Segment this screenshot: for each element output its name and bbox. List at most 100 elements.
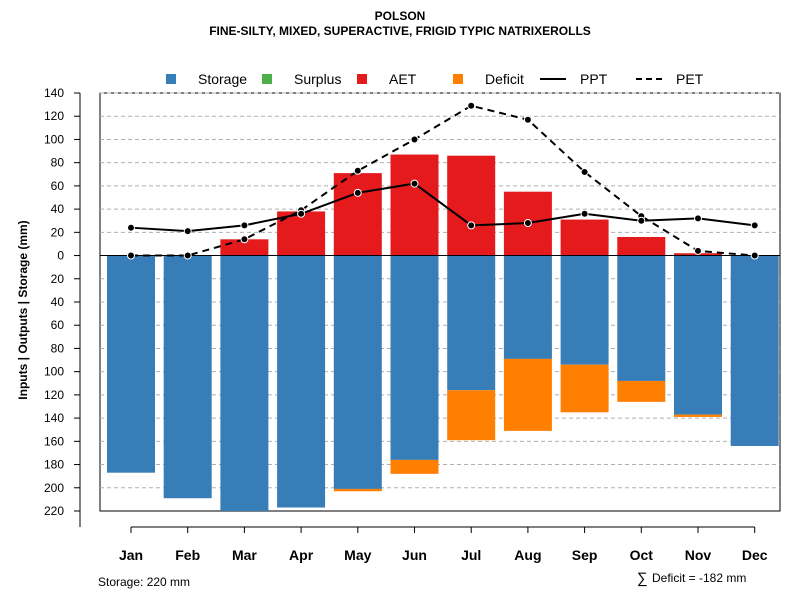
deficit-bar (333, 488, 382, 492)
ppt-point (297, 209, 306, 218)
y-tick-label: 40 (51, 202, 65, 216)
x-tick-label: May (344, 547, 371, 563)
y-tick-label: 220 (44, 504, 64, 518)
pet-point (240, 235, 249, 244)
legend-ppt-label: PPT (580, 71, 608, 87)
ppt-point (580, 209, 589, 218)
y-tick-label: 180 (44, 458, 64, 472)
legend: Storage Surplus AET Deficit PPT PET (0, 69, 800, 91)
deficit-bar (503, 358, 552, 431)
y-tick-label: 120 (44, 109, 64, 123)
deficit-bar (617, 380, 666, 402)
y-tick-label: 20 (51, 225, 65, 239)
y-tick-label: 100 (44, 365, 64, 379)
aet-bar (220, 239, 269, 256)
ppt-point (637, 216, 646, 225)
x-tick-label: Apr (289, 547, 314, 563)
ppt-point (353, 188, 362, 197)
ppt-point (183, 227, 192, 236)
ppt-point (750, 221, 759, 230)
storage-footnote: Storage: 220 mm (98, 575, 191, 589)
y-tick-label: 100 (44, 132, 64, 146)
x-tick-label: Jan (119, 547, 143, 563)
y-tick-label: 20 (51, 272, 65, 286)
pet-point (183, 251, 192, 260)
pet-point (523, 115, 532, 124)
legend-storage-label: Storage (198, 71, 248, 87)
x-tick-label: Nov (685, 547, 712, 563)
legend-surplus-swatch (262, 74, 272, 84)
ppt-point (410, 179, 419, 188)
aet-bar (560, 219, 609, 256)
deficit-footnote: Deficit = -182 mm (652, 571, 747, 585)
chart-title: POLSON (374, 9, 426, 23)
ppt-point (694, 214, 702, 223)
storage-bar (220, 255, 269, 511)
y-tick-label: 60 (51, 318, 65, 332)
storage-bar (617, 255, 666, 381)
chart-subtitle: FINE-SILTY, MIXED, SUPERACTIVE, FRIGID T… (209, 24, 591, 38)
storage-bar (390, 255, 439, 460)
deficit-bar (560, 364, 609, 413)
storage-bar (333, 255, 382, 489)
sum-icon: ∑ (637, 570, 648, 587)
aet-bar (617, 236, 666, 256)
ppt-point (523, 219, 532, 228)
x-tick-label: Sep (572, 547, 598, 563)
legend-aet-label: AET (389, 71, 417, 87)
y-tick-label: 160 (44, 434, 64, 448)
legend-deficit-label: Deficit (485, 71, 524, 87)
y-tick-label: 120 (44, 388, 64, 402)
legend-aet-swatch (357, 74, 367, 84)
storage-bar (503, 255, 552, 359)
legend-storage-swatch (166, 74, 176, 84)
pet-point (750, 251, 759, 260)
aet-bar (333, 173, 382, 256)
legend-surplus-label: Surplus (294, 71, 342, 87)
storage-bar (447, 255, 496, 391)
x-tick-label: Dec (742, 547, 768, 563)
y-tick-label: 40 (51, 295, 65, 309)
deficit-bar (447, 390, 496, 441)
legend-pet-line (636, 78, 662, 80)
ppt-point (467, 221, 476, 230)
pet-point (580, 167, 589, 176)
pet-point (353, 166, 362, 175)
x-tick-label: Aug (514, 547, 541, 563)
aet-bar (390, 154, 439, 256)
pet-point (410, 135, 419, 144)
storage-bar (560, 255, 609, 365)
y-tick-label: 0 (57, 249, 64, 263)
pet-point (694, 246, 702, 255)
storage-bar (730, 255, 779, 446)
pet-point (127, 251, 135, 260)
legend-deficit-swatch (453, 74, 463, 84)
y-tick-label: 140 (44, 86, 64, 100)
aet-bar (447, 155, 496, 256)
pet-line (131, 104, 755, 257)
pet-point (467, 101, 476, 110)
x-tick-label: Jun (402, 547, 427, 563)
storage-bar (277, 255, 326, 508)
ppt-line (130, 182, 755, 233)
legend-pet-label: PET (676, 71, 704, 87)
deficit-bar (674, 414, 722, 417)
ppt-point (240, 221, 249, 230)
storage-bar (163, 255, 212, 499)
y-tick-label: 60 (51, 179, 65, 193)
y-tick-label: 140 (44, 411, 64, 425)
deficit-bar (390, 459, 439, 474)
ppt-point (127, 223, 135, 232)
y-tick-label: 80 (51, 156, 65, 170)
x-tick-label: Jul (461, 547, 481, 563)
x-tick-label: Oct (630, 547, 654, 563)
storage-bar (107, 255, 155, 473)
x-tick-label: Mar (232, 547, 257, 563)
y-tick-label: 80 (51, 341, 65, 355)
y-tick-label: 200 (44, 481, 64, 495)
y-axis-label: Inputs | Outputs | Storage (mm) (16, 220, 30, 400)
legend-ppt-line (540, 78, 566, 80)
storage-bar (674, 255, 722, 415)
x-tick-label: Feb (175, 547, 200, 563)
